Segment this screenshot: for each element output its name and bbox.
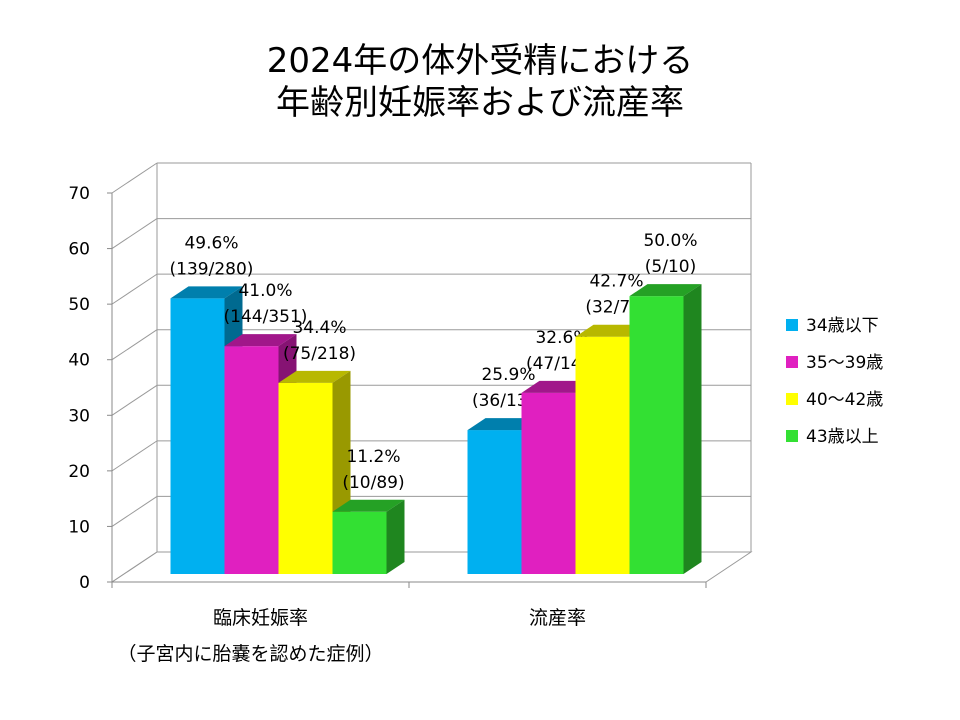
bar-top-0-1 xyxy=(224,334,297,347)
y-tick-label: 20 xyxy=(68,462,90,482)
side-gridline xyxy=(111,273,158,305)
y-tick-label: 0 xyxy=(79,573,90,593)
bar-front-0-3 xyxy=(332,511,387,574)
legend-label: 34歳以下 xyxy=(806,316,879,336)
y-tick-label: 70 xyxy=(68,184,90,204)
bar-top-0-0 xyxy=(170,286,243,299)
data-label-percent: 25.9% xyxy=(481,365,535,385)
legend-swatch xyxy=(786,319,798,331)
y-tick-label: 30 xyxy=(68,406,90,426)
legend-label: 43歳以上 xyxy=(806,427,879,447)
bar-top-0-3 xyxy=(332,499,405,512)
bar-front-1-3 xyxy=(629,296,684,574)
legend-label: 40～42歳 xyxy=(806,390,883,410)
data-label-count: (10/89) xyxy=(342,473,404,493)
legend-label: 35～39歳 xyxy=(806,353,883,373)
side-gridline xyxy=(111,440,158,472)
data-label-percent: 41.0% xyxy=(238,281,292,301)
data-label-count: (5/10) xyxy=(645,257,696,277)
category-label: 臨床妊娠率 xyxy=(213,607,308,629)
data-label-percent: 42.7% xyxy=(589,272,643,292)
chart-title: 2024年の体外受精における 年齢別妊娠率および流産率 xyxy=(0,40,960,124)
y-tick-label: 40 xyxy=(68,351,90,371)
bar-front-0-0 xyxy=(170,298,225,574)
side-gridline xyxy=(111,384,158,416)
category-label: 流産率 xyxy=(529,607,586,629)
side-gridline xyxy=(111,218,158,249)
data-label-percent: 50.0% xyxy=(643,231,697,251)
bar-top-0-2 xyxy=(278,370,351,383)
side-gridline xyxy=(111,162,158,194)
data-label-count: (139/280) xyxy=(170,259,254,279)
legend-swatch xyxy=(786,393,798,405)
y-tick-label: 60 xyxy=(68,240,90,260)
bar-front-1-0 xyxy=(467,430,522,574)
legend-swatch xyxy=(786,430,798,442)
y-tick-label: 50 xyxy=(68,295,90,315)
data-label-percent: 11.2% xyxy=(346,447,400,467)
legend-swatch xyxy=(786,356,798,368)
data-label-percent: 34.4% xyxy=(292,318,346,338)
bar-side-1-3 xyxy=(683,284,702,574)
bar-side-0-3 xyxy=(386,499,405,574)
bar-front-1-1 xyxy=(521,392,576,574)
bar-top-1-3 xyxy=(629,284,702,297)
bar-front-0-1 xyxy=(224,346,279,574)
y-tick-label: 10 xyxy=(68,517,90,537)
data-label-count: (144/351) xyxy=(224,307,308,327)
category-note: （子宮内に胎嚢を認めた症例） xyxy=(117,643,383,665)
data-label-count: (75/218) xyxy=(283,344,356,364)
data-label-percent: 49.6% xyxy=(184,233,238,253)
bar-front-0-2 xyxy=(278,382,333,574)
chart-title-line-1: 2024年の体外受精における xyxy=(266,41,694,81)
chart-title-line-2: 年齢別妊娠率および流産率 xyxy=(276,83,684,123)
side-gridline xyxy=(111,496,158,527)
side-gridline xyxy=(111,329,158,361)
bar-front-1-2 xyxy=(575,336,630,574)
